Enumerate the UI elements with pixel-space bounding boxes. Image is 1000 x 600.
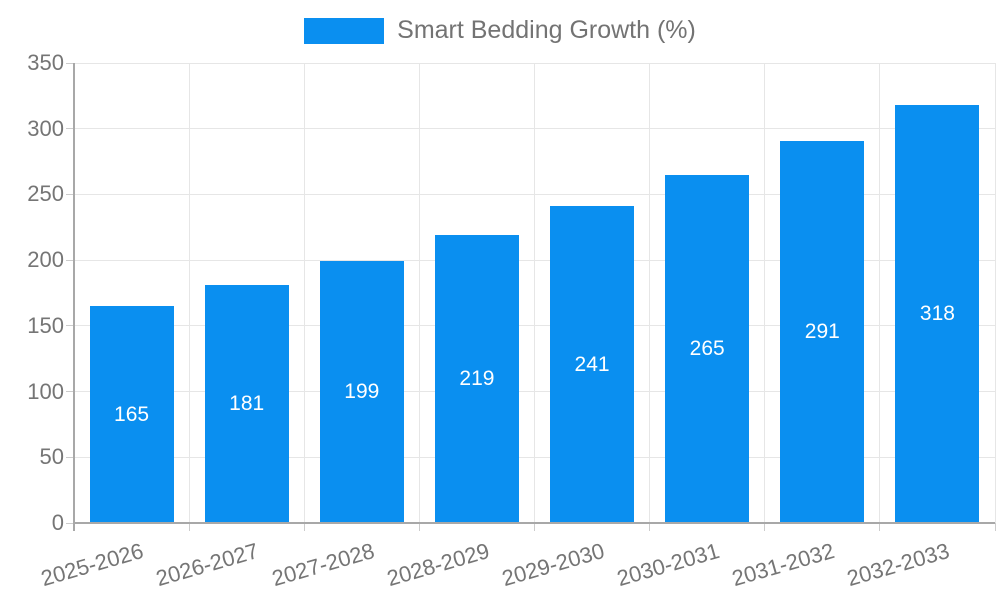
x-gridline	[418, 63, 420, 523]
bar: 199	[319, 261, 404, 523]
y-tick-mark	[66, 456, 74, 458]
x-tick-label: 2027-2028	[268, 538, 377, 592]
x-tick-label: 2026-2027	[153, 538, 262, 592]
x-tick-mark	[188, 523, 190, 531]
bar: 265	[665, 174, 750, 523]
bar: 165	[89, 306, 174, 523]
x-gridline	[188, 63, 190, 523]
x-tick-mark	[764, 523, 766, 531]
bar-value-label: 199	[344, 380, 380, 404]
y-tick-label: 100	[27, 378, 64, 404]
x-gridline	[649, 63, 651, 523]
y-tick-mark	[66, 259, 74, 261]
y-tick-label: 300	[27, 115, 64, 141]
y-tick-label: 350	[27, 50, 64, 75]
bar-value-label: 219	[459, 367, 495, 391]
bar: 241	[550, 206, 635, 523]
bar-value-label: 318	[919, 302, 955, 326]
x-tick-mark	[994, 523, 996, 531]
y-tick-mark	[66, 391, 74, 393]
x-gridline	[303, 63, 305, 523]
x-tick-label: 2032-2033	[844, 538, 953, 592]
y-tick-mark	[66, 128, 74, 130]
x-tick-mark	[879, 523, 881, 531]
y-axis-line	[73, 63, 75, 531]
x-gridline	[534, 63, 535, 523]
x-tick-label: 2029-2030	[498, 538, 607, 592]
y-tick-mark	[66, 62, 74, 64]
x-tick-mark	[534, 523, 535, 531]
bar: 291	[780, 140, 865, 523]
x-tick-label: 2031-2032	[729, 538, 838, 592]
bar: 219	[434, 235, 519, 523]
bar-value-label: 291	[804, 319, 840, 343]
legend-label: Smart Bedding Growth (%)	[397, 16, 696, 44]
bar-value-label: 165	[114, 402, 150, 426]
x-tick-label: 2028-2029	[383, 538, 492, 592]
y-tick-mark	[66, 522, 74, 524]
y-tick-label: 150	[27, 312, 64, 338]
bar-value-label: 241	[574, 352, 610, 376]
bar-value-label: 265	[689, 336, 725, 360]
y-tick-mark	[66, 325, 74, 327]
x-tick-mark	[303, 523, 305, 531]
x-tick-mark	[649, 523, 651, 531]
x-gridline	[879, 63, 881, 523]
x-tick-mark	[418, 523, 420, 531]
y-tick-label: 0	[51, 510, 64, 535]
bar: 181	[204, 285, 289, 523]
y-tick-label: 250	[27, 181, 64, 207]
bar: 318	[895, 105, 980, 523]
x-gridline	[764, 63, 766, 523]
x-tick-label: 2030-2031	[614, 538, 723, 592]
y-tick-label: 50	[39, 444, 64, 470]
x-axis-line	[74, 522, 995, 524]
y-tick-mark	[66, 193, 74, 195]
x-tick-label: 2025-2026	[38, 538, 147, 592]
y-tick-label: 200	[27, 247, 64, 273]
legend: Smart Bedding Growth (%)	[0, 16, 1000, 45]
legend-swatch	[304, 17, 385, 44]
bar-value-label: 181	[229, 392, 265, 416]
x-gridline	[994, 63, 996, 523]
